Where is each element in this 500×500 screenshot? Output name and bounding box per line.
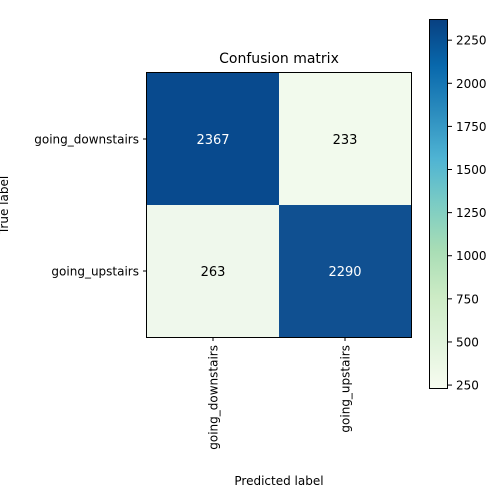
cell-value-label: 2290 — [328, 265, 361, 280]
colorbar-tick-label: 1750 — [456, 120, 487, 134]
x-axis-label: Predicted label — [234, 474, 323, 488]
y-axis-label: True label — [0, 176, 11, 235]
matrix-cell-r1-c1 — [279, 205, 411, 337]
colorbar-tick-label: 500 — [456, 335, 479, 349]
colorbar-tick-label: 750 — [456, 292, 479, 306]
x-tick-label: going_upstairs — [339, 345, 353, 433]
x-axis-ticks: going_downstairs going_upstairs — [207, 337, 353, 450]
colorbar-tick-label: 2000 — [456, 77, 487, 91]
matrix-cell-r0-c1 — [279, 73, 411, 205]
cell-value-label: 233 — [333, 133, 358, 148]
colorbar — [429, 19, 448, 389]
colorbar-ticks: 250 500 750 1000 1250 1500 1750 2000 2250 — [448, 34, 487, 393]
cell-value-label: 263 — [201, 265, 226, 280]
matrix-cells: 2367 233 263 2290 — [147, 73, 411, 337]
x-tick-label: going_downstairs — [207, 345, 221, 450]
y-axis-ticks: going_downstairs going_upstairs — [34, 133, 147, 279]
colorbar-tick-label: 1250 — [456, 206, 487, 220]
y-tick-label: going_upstairs — [51, 265, 139, 279]
cell-value-label: 2367 — [196, 133, 229, 148]
plot-frame — [146, 72, 412, 338]
colorbar-tick-label: 1000 — [456, 249, 487, 263]
colorbar-tick-label: 250 — [456, 379, 479, 393]
matrix-cell-r1-c0 — [147, 205, 279, 337]
colorbar-tick-label: 2250 — [456, 34, 487, 48]
matrix-cell-r0-c0 — [147, 73, 279, 205]
colorbar-tick-label: 1500 — [456, 163, 487, 177]
chart-title: Confusion matrix — [219, 51, 339, 67]
y-tick-label: going_downstairs — [34, 133, 139, 147]
